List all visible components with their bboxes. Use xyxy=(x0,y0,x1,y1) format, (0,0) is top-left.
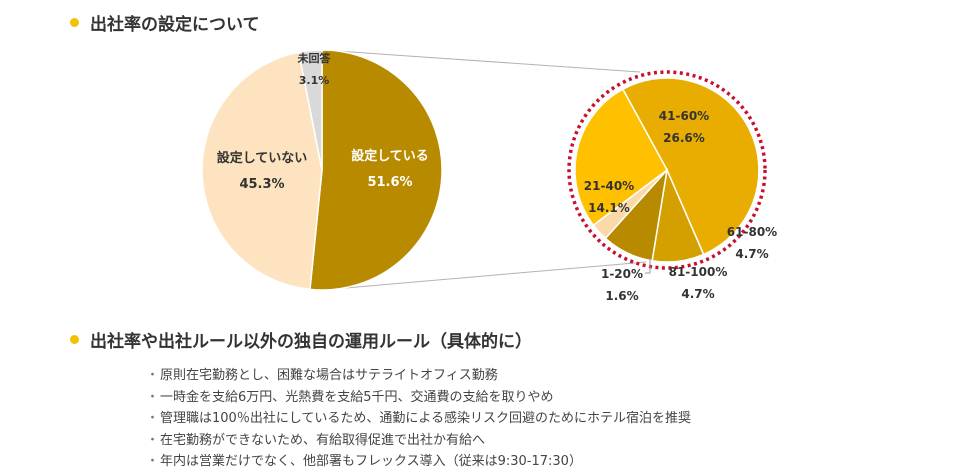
slice-not-setting xyxy=(201,51,323,291)
rules-list: ・原則在宅勤務とし、困難な場合はサテライトオフィス勤務・一時金を支給6万円、光熱… xyxy=(146,365,691,473)
slice-no-answer xyxy=(297,49,323,171)
rule-text: 年内は営業だけでなく、他部署もフレックス導入（従来は9:30-17:30） xyxy=(160,454,582,469)
label-setting: 設定している xyxy=(351,148,429,164)
bullet-dot-icon xyxy=(70,335,79,344)
highlight-ring xyxy=(567,70,767,270)
slice-41-60 xyxy=(621,77,760,256)
bullet-dot-icon xyxy=(70,18,79,27)
rule-text: 在宅勤務ができないため、有給取得促進で出社か有給へ xyxy=(160,432,486,448)
slice-21-40 xyxy=(574,88,668,227)
value-no-answer: 3.1% xyxy=(299,74,330,87)
bullet-mark: ・ xyxy=(146,432,160,448)
slice-setting xyxy=(309,49,443,291)
bullet-mark: ・ xyxy=(146,454,160,469)
label-61-80: 61-80% xyxy=(727,225,777,239)
label-1-20: 1-20% xyxy=(601,267,643,281)
value-1-20: 1.6% xyxy=(605,289,638,303)
label-not-setting: 設定していない xyxy=(217,150,308,166)
value-setting: 51.6% xyxy=(367,175,412,190)
rule-item: ・在宅勤務ができないため、有給取得促進で出社か有給へ xyxy=(146,430,691,452)
section-heading-attendance: 出社率の設定について xyxy=(70,10,260,35)
value-81-100: 4.7% xyxy=(681,287,714,301)
value-21-40: 14.1% xyxy=(588,201,630,215)
rule-item: ・年内は営業だけでなく、他部署もフレックス導入（従来は9:30-17:30） xyxy=(146,451,691,473)
label-no-answer: 未回答 xyxy=(297,51,332,65)
bullet-mark: ・ xyxy=(146,389,160,405)
section-heading-text: 出社率の設定について xyxy=(90,15,260,35)
label-81-100: 81-100% xyxy=(669,265,728,279)
connector-line-bottom xyxy=(321,261,647,291)
rule-text: 原則在宅勤務とし、困難な場合はサテライトオフィス勤務 xyxy=(160,368,498,383)
rule-item: ・原則在宅勤務とし、困難な場合はサテライトオフィス勤務 xyxy=(146,365,691,387)
value-61-80: 4.7% xyxy=(735,247,768,261)
rule-item: ・管理職は100％出社にしているため、通勤による感染リスク回避のためにホテル宿泊… xyxy=(146,408,691,430)
leader-1-20 xyxy=(645,258,651,274)
bullet-mark: ・ xyxy=(146,368,160,383)
section-heading-rules: 出社率や出社ルール以外の独自の運用ルール（具体的に） xyxy=(70,327,532,352)
label-21-40: 21-40% xyxy=(584,179,634,193)
label-41-60: 41-60% xyxy=(659,109,709,123)
section-heading-text: 出社率や出社ルール以外の独自の運用ルール（具体的に） xyxy=(90,332,532,352)
rule-text: 管理職は100％出社にしているため、通勤による感染リスク回避のためにホテル宿泊を… xyxy=(160,411,692,426)
value-41-60: 26.6% xyxy=(663,131,705,145)
value-not-setting: 45.3% xyxy=(239,177,284,192)
connector-line-top xyxy=(321,49,641,73)
rule-text: 一時金を支給6万円、光熱費を支給5千円、交通費の支給を取りやめ xyxy=(160,389,554,405)
rule-item: ・一時金を支給6万円、光熱費を支給5千円、交通費の支給を取りやめ xyxy=(146,387,691,409)
bullet-mark: ・ xyxy=(146,411,160,426)
